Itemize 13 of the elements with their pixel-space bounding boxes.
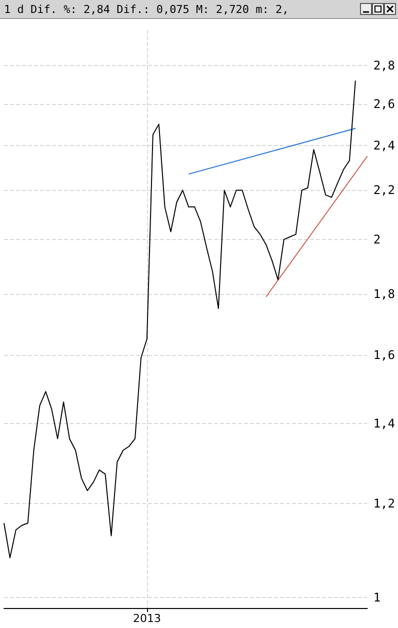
y-tick-label: 1,6 [373,348,396,362]
chart-title: 1 d Dif. %: 2,84 Dif.: 0,075 M: 2,720 m: 2, [4,2,290,16]
y-tick-label: 1,2 [373,496,396,510]
y-tick-label: 2,4 [373,138,396,152]
y-tick-label: 1 [373,590,381,605]
y-tick-label: 2,2 [373,183,396,198]
line-series [4,80,356,558]
x-tick-label: 2013 [132,612,161,625]
y-tick-label: 2,6 [373,96,396,111]
y-tick-label: 2 [373,232,381,246]
y-tick-label: 2,8 [373,58,396,73]
y-tick-label: 1,8 [373,286,396,301]
y-tick-label: 1,4 [373,416,396,431]
